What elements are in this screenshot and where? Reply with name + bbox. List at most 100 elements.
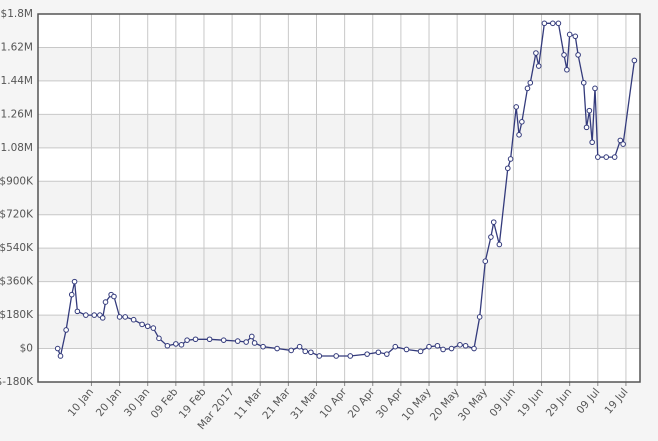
data-point [527, 79, 534, 86]
data-point [519, 118, 525, 125]
data-point [164, 342, 171, 349]
data-point [549, 20, 556, 27]
data-point [178, 342, 185, 348]
data-point [488, 234, 494, 240]
data-point [611, 154, 618, 160]
data-point [589, 139, 595, 146]
data-point [440, 346, 446, 353]
data-point [403, 346, 410, 353]
data-point [102, 299, 109, 305]
data-point [586, 107, 593, 114]
data-point [364, 351, 370, 357]
data-point [516, 132, 522, 138]
grid-band [38, 47, 640, 81]
data-point [561, 52, 567, 58]
data-point [592, 85, 598, 92]
data-point [83, 312, 89, 318]
data-point [580, 79, 587, 86]
data-point [68, 291, 75, 298]
y-tick-label: $540K [0, 242, 34, 254]
data-point [572, 33, 579, 40]
grid-band [38, 248, 640, 282]
y-tick-label: $1.62M [0, 41, 33, 53]
data-point [392, 343, 399, 350]
y-tick-label: $360K [0, 276, 34, 288]
data-point [620, 141, 626, 147]
data-point [63, 327, 69, 333]
data-point [274, 345, 280, 352]
data-point [457, 342, 463, 348]
data-point [192, 336, 199, 343]
data-point [448, 345, 455, 352]
grid-band [38, 181, 640, 215]
data-point [566, 31, 573, 38]
data-point [99, 315, 106, 321]
data-point [535, 63, 542, 69]
data-point [296, 343, 303, 350]
data-point [507, 156, 514, 162]
data-point [156, 335, 162, 342]
data-point [288, 347, 294, 354]
data-point [513, 104, 520, 110]
data-point [144, 323, 151, 330]
data-point [316, 353, 323, 359]
grid-band [38, 114, 640, 148]
data-point [111, 293, 117, 300]
data-point [603, 154, 610, 160]
y-tick-label: $0 [20, 343, 33, 355]
data-point [206, 336, 213, 343]
data-point [234, 338, 241, 344]
data-point [150, 325, 157, 331]
data-point [496, 241, 503, 248]
data-point [57, 353, 64, 359]
data-point [583, 124, 590, 131]
data-point [248, 333, 255, 340]
y-tick-label: $900K [0, 175, 34, 187]
data-point [631, 57, 638, 64]
data-point [308, 349, 314, 356]
data-point [490, 219, 497, 225]
data-point [122, 314, 129, 320]
data-point [564, 66, 570, 73]
data-point [482, 258, 489, 264]
data-point [426, 343, 432, 350]
y-tick-label: $720K [0, 209, 34, 221]
data-point [595, 154, 601, 160]
data-point [504, 165, 511, 172]
data-point [575, 52, 581, 58]
data-point [184, 337, 190, 343]
y-tick-label: $1.08M [0, 142, 33, 154]
data-point [302, 348, 309, 355]
data-point [524, 85, 531, 92]
y-tick-label: $-180K [0, 376, 34, 388]
data-point [617, 137, 624, 144]
data-point [71, 278, 78, 285]
data-point [434, 342, 441, 349]
data-point [555, 20, 562, 27]
data-point [375, 349, 382, 356]
data-point [541, 20, 548, 27]
data-point [347, 353, 354, 359]
y-tick-label: $1.44M [0, 75, 33, 87]
data-point [220, 337, 227, 343]
y-tick-label: $180K [0, 309, 34, 321]
y-tick-label: $1.8M [1, 8, 33, 20]
data-point [251, 340, 258, 346]
data-point [384, 351, 390, 357]
data-point [260, 343, 266, 350]
plot-border [37, 13, 641, 383]
data-point [91, 312, 98, 318]
data-point [417, 348, 424, 355]
data-point [54, 345, 61, 352]
data-point [74, 308, 81, 315]
data-point [471, 345, 477, 352]
data-point [116, 314, 123, 320]
data-point [173, 341, 179, 347]
data-point [139, 321, 145, 328]
grid-band [38, 315, 640, 349]
data-point [130, 316, 137, 323]
data-point [533, 50, 539, 56]
y-tick-label: $1.26M [0, 108, 33, 120]
data-point [243, 339, 249, 345]
